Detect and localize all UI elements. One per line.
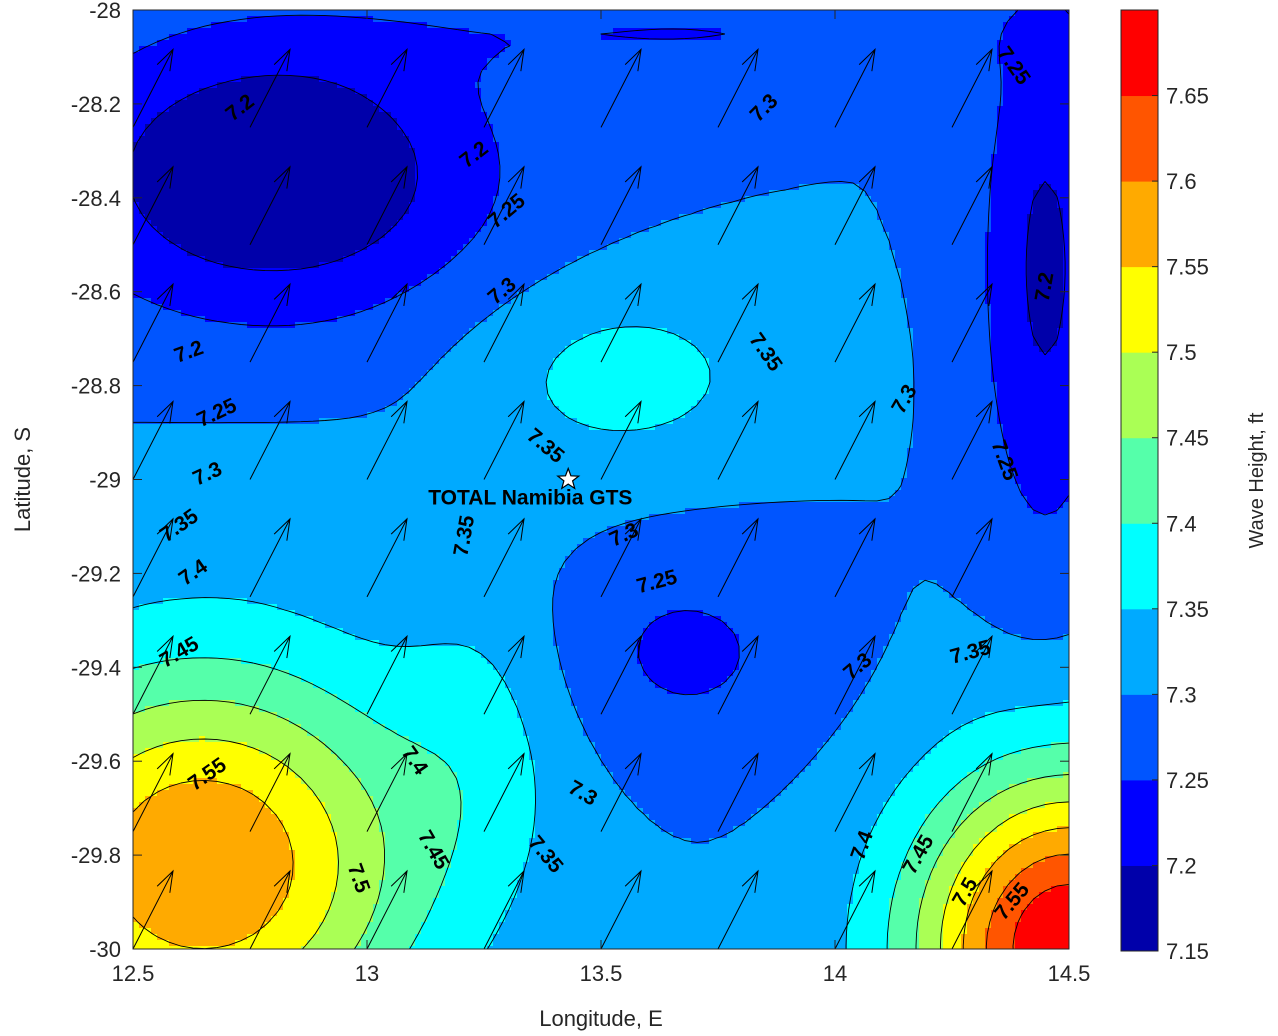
x-tick-label: 13 — [355, 961, 379, 986]
colorbar-label: Wave Height, ft — [1246, 412, 1268, 548]
colorbar-tick-label: 7.2 — [1166, 853, 1197, 878]
colorbar-tick-label: 7.3 — [1166, 682, 1197, 707]
colorbar-swatch — [1121, 10, 1158, 97]
wave-arrow — [1068, 126, 1069, 128]
y-tick-label: -28 — [89, 0, 121, 23]
colorbar-swatch — [1121, 437, 1158, 524]
colorbar-tick-label: 7.15 — [1166, 939, 1209, 964]
wave-arrow — [1068, 713, 1069, 715]
colorbar-tick-label: 7.5 — [1166, 340, 1197, 365]
y-tick-label: -29.8 — [71, 843, 121, 868]
colorbar: 7.15 7.2 7.25 7.3 7.35 7.4 7.45 7.5 7.55 7.6 7.65 — [1120, 9, 1209, 964]
y-tick-label: -29.4 — [71, 655, 121, 680]
wave-arrow — [1069, 0, 1109, 10]
wave-arrow — [718, 10, 719, 11]
x-tick-label: 14.5 — [1048, 961, 1091, 986]
wave-arrow — [601, 10, 602, 11]
x-tick-label: 13.5 — [580, 961, 623, 986]
y-tick-label: -29.2 — [71, 561, 121, 586]
y-tick-label: -29 — [89, 468, 121, 493]
contour-fill — [133, 10, 1069, 949]
colorbar-swatch — [1121, 865, 1158, 952]
wave-arrow — [367, 10, 368, 11]
colorbar-swatch — [1121, 95, 1158, 182]
y-tick-label: -28.2 — [71, 92, 121, 117]
wave-arrow — [1068, 361, 1069, 363]
site-label: TOTAL Namibia GTS — [428, 487, 632, 510]
y-tick-label: -29.6 — [71, 749, 121, 774]
colorbar-tick-label: 7.45 — [1166, 426, 1209, 451]
wave-arrow — [1068, 243, 1069, 245]
colorbar-swatch — [1121, 523, 1158, 610]
y-tick-label: -28.8 — [71, 374, 121, 399]
colorbar-tick-label: 7.55 — [1166, 255, 1209, 280]
colorbar-swatch — [1121, 352, 1158, 439]
colorbar-swatch — [1121, 266, 1158, 353]
wave-arrow — [250, 10, 251, 11]
x-axis-label: Longitude, E — [539, 1006, 663, 1031]
colorbar-tick-label: 7.25 — [1166, 768, 1209, 793]
y-tick-label: -28.6 — [71, 280, 121, 305]
colorbar-tick-label: 7.4 — [1166, 511, 1197, 536]
wave-arrow — [1068, 947, 1069, 949]
y-tick-label: -28.4 — [71, 186, 121, 211]
wave-arrow — [133, 10, 134, 11]
colorbar-swatch — [1121, 181, 1158, 268]
colorbar-swatch — [1121, 608, 1158, 695]
colorbar-swatch — [1121, 694, 1158, 781]
wave-arrow — [484, 10, 485, 11]
colorbar-swatch — [1121, 779, 1158, 866]
x-tick-label: 14 — [823, 961, 847, 986]
y-tick-label: -30 — [89, 937, 121, 962]
wave-arrow — [835, 10, 836, 11]
y-axis-label: Latitude, S — [10, 427, 35, 532]
wave-arrow — [1068, 595, 1069, 597]
wave-arrow — [1068, 478, 1069, 480]
wave-arrow — [952, 10, 953, 11]
colorbar-tick-label: 7.35 — [1166, 597, 1209, 622]
wave-arrow — [1068, 830, 1069, 832]
colorbar-tick-label: 7.6 — [1166, 169, 1197, 194]
x-tick-label: 12.5 — [112, 961, 155, 986]
colorbar-tick-label: 7.65 — [1166, 84, 1209, 109]
